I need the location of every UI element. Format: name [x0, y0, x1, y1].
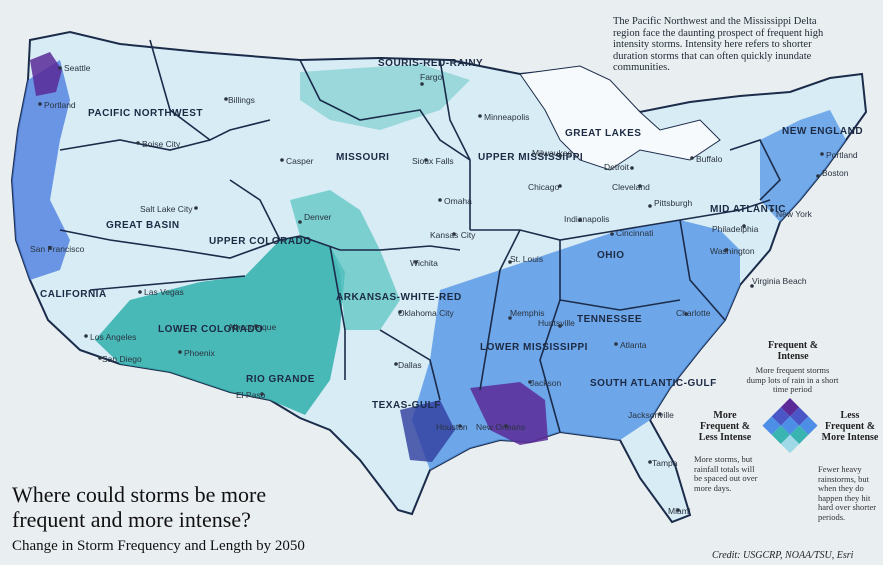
city-sioux-falls: Sioux Falls	[412, 156, 454, 166]
map-caption: The Pacific Northwest and the Mississipp…	[613, 16, 824, 73]
region-label-south-atlantic-gulf: SOUTH ATLANTIC-GULF	[590, 378, 717, 389]
city-kansas-city: Kansas City	[430, 230, 476, 240]
city-tampa: Tampa	[652, 458, 678, 468]
city-los-angeles: Los Angeles	[90, 332, 136, 342]
region-label-lower-colorado: LOWER COLORADO	[158, 324, 263, 335]
region-label-souris-red-rainy: SOURIS-RED-RAINY	[378, 58, 483, 69]
city-portland-or: Portland	[44, 100, 76, 110]
legend-diamond	[762, 398, 818, 454]
region-label-texas-gulf: TEXAS-GULF	[372, 400, 441, 411]
city-huntsville: Huntsville	[538, 318, 575, 328]
region-label-lower-mississippi: LOWER MISSISSIPPI	[480, 342, 588, 353]
city-dallas: Dallas	[398, 360, 422, 370]
city-jacksonville: Jacksonville	[628, 410, 674, 420]
region-label-arkansas-white-red: ARKANSAS-WHITE-RED	[336, 292, 462, 303]
blue-pacific	[12, 60, 70, 280]
city-philadelphia: Philadelphia	[712, 224, 759, 234]
teal-southwest	[95, 236, 345, 415]
city-washington: Washington	[710, 246, 755, 256]
city-wichita: Wichita	[410, 258, 438, 268]
region-label-tennessee: TENNESSEE	[577, 314, 642, 325]
city-indianapolis: Indianapolis	[564, 214, 609, 224]
city-boise: Boise City	[142, 139, 181, 149]
city-new-orleans: New Orleans	[476, 422, 525, 432]
city-omaha: Omaha	[444, 196, 472, 206]
region-label-upper-mississippi: UPPER MISSISSIPPI	[478, 152, 583, 163]
legend-left-body: More storms, but rainfall totals will be…	[694, 454, 758, 493]
legend-top-heading: Frequent & Intense	[767, 340, 819, 362]
teal-north	[300, 64, 470, 130]
region-label-mid-atlantic: MID ATLANTIC	[710, 204, 786, 215]
map-title: Where could storms be more frequent and …	[12, 482, 267, 532]
region-label-upper-colorado: UPPER COLORADO	[209, 236, 312, 247]
region-label-great-lakes: GREAT LAKES	[565, 128, 641, 139]
city-buffalo: Buffalo	[696, 154, 723, 164]
city-billings: Billings	[228, 95, 255, 105]
region-label-new-england: NEW ENGLAND	[782, 126, 863, 137]
city-jackson: Jackson	[530, 378, 561, 388]
city-fargo: Fargo	[420, 72, 442, 82]
teal-plains	[290, 190, 400, 330]
region-label-missouri: MISSOURI	[336, 152, 389, 163]
city-st-louis: St. Louis	[510, 254, 543, 264]
city-san-diego: San Diego	[102, 354, 142, 364]
city-minneapolis: Minneapolis	[484, 112, 529, 122]
city-pittsburgh: Pittsburgh	[654, 198, 693, 208]
city-albuquerque: Albuquerque	[228, 322, 276, 332]
city-labels: Seattle Portland Billings Boise City Cas…	[30, 63, 858, 516]
city-portland-me: Portland	[826, 150, 858, 160]
region-label-great-basin: GREAT BASIN	[106, 220, 180, 231]
city-atlanta: Atlanta	[620, 340, 647, 350]
purple-northwest	[30, 52, 62, 96]
city-cleveland: Cleveland	[612, 182, 650, 192]
city-boston: Boston	[822, 168, 849, 178]
city-charlotte: Charlotte	[676, 308, 711, 318]
city-casper: Casper	[286, 156, 314, 166]
credit-line: Credit: USGCRP, NOAA/TSU, Esri	[712, 550, 854, 561]
legend-right-heading: Less Frequent & More Intense	[821, 410, 879, 443]
city-seattle: Seattle	[64, 63, 91, 73]
city-las-vegas: Las Vegas	[144, 287, 184, 297]
city-salt-lake-city: Salt Lake City	[140, 204, 193, 214]
blue-northeast	[760, 110, 846, 222]
purple-gulf	[400, 400, 455, 462]
legend-top-body: More frequent storms dump lots of rain i…	[746, 365, 839, 394]
city-houston: Houston	[436, 422, 468, 432]
legend-left-heading: More Frequent & Less Intense	[698, 410, 752, 443]
city-detroit: Detroit	[604, 162, 630, 172]
legend-cell	[780, 434, 800, 454]
region-label-rio-grande: RIO GRANDE	[246, 374, 315, 385]
city-miami: Miami	[668, 506, 691, 516]
city-denver: Denver	[304, 212, 332, 222]
city-milwaukee: Milwaukee	[532, 148, 572, 158]
city-cincinnati: Cincinnati	[616, 228, 653, 238]
region-labels: PACIFIC NORTHWEST MISSOURI SOURIS-RED-RA…	[40, 58, 863, 411]
region-label-ohio: OHIO	[597, 250, 625, 261]
great-lakes	[519, 65, 721, 171]
city-virginia-beach: Virginia Beach	[752, 276, 807, 286]
city-el-paso: El Paso	[236, 390, 266, 400]
city-new-york: New York	[776, 209, 813, 219]
city-san-francisco: San Francisco	[30, 244, 85, 254]
city-chicago: Chicago	[528, 182, 559, 192]
city-phoenix: Phoenix	[184, 348, 215, 358]
region-label-pacific-northwest: PACIFIC NORTHWEST	[88, 108, 203, 119]
city-oklahoma-city: Oklahoma City	[398, 308, 454, 318]
city-memphis: Memphis	[510, 308, 544, 318]
purple-delta	[470, 382, 548, 445]
legend-right-body: Fewer heavy rainstorms, but when they do…	[818, 464, 877, 522]
map-subtitle: Change in Storm Frequency and Length by …	[12, 538, 305, 554]
region-label-california: CALIFORNIA	[40, 289, 107, 300]
region-boundaries	[59, 39, 781, 433]
